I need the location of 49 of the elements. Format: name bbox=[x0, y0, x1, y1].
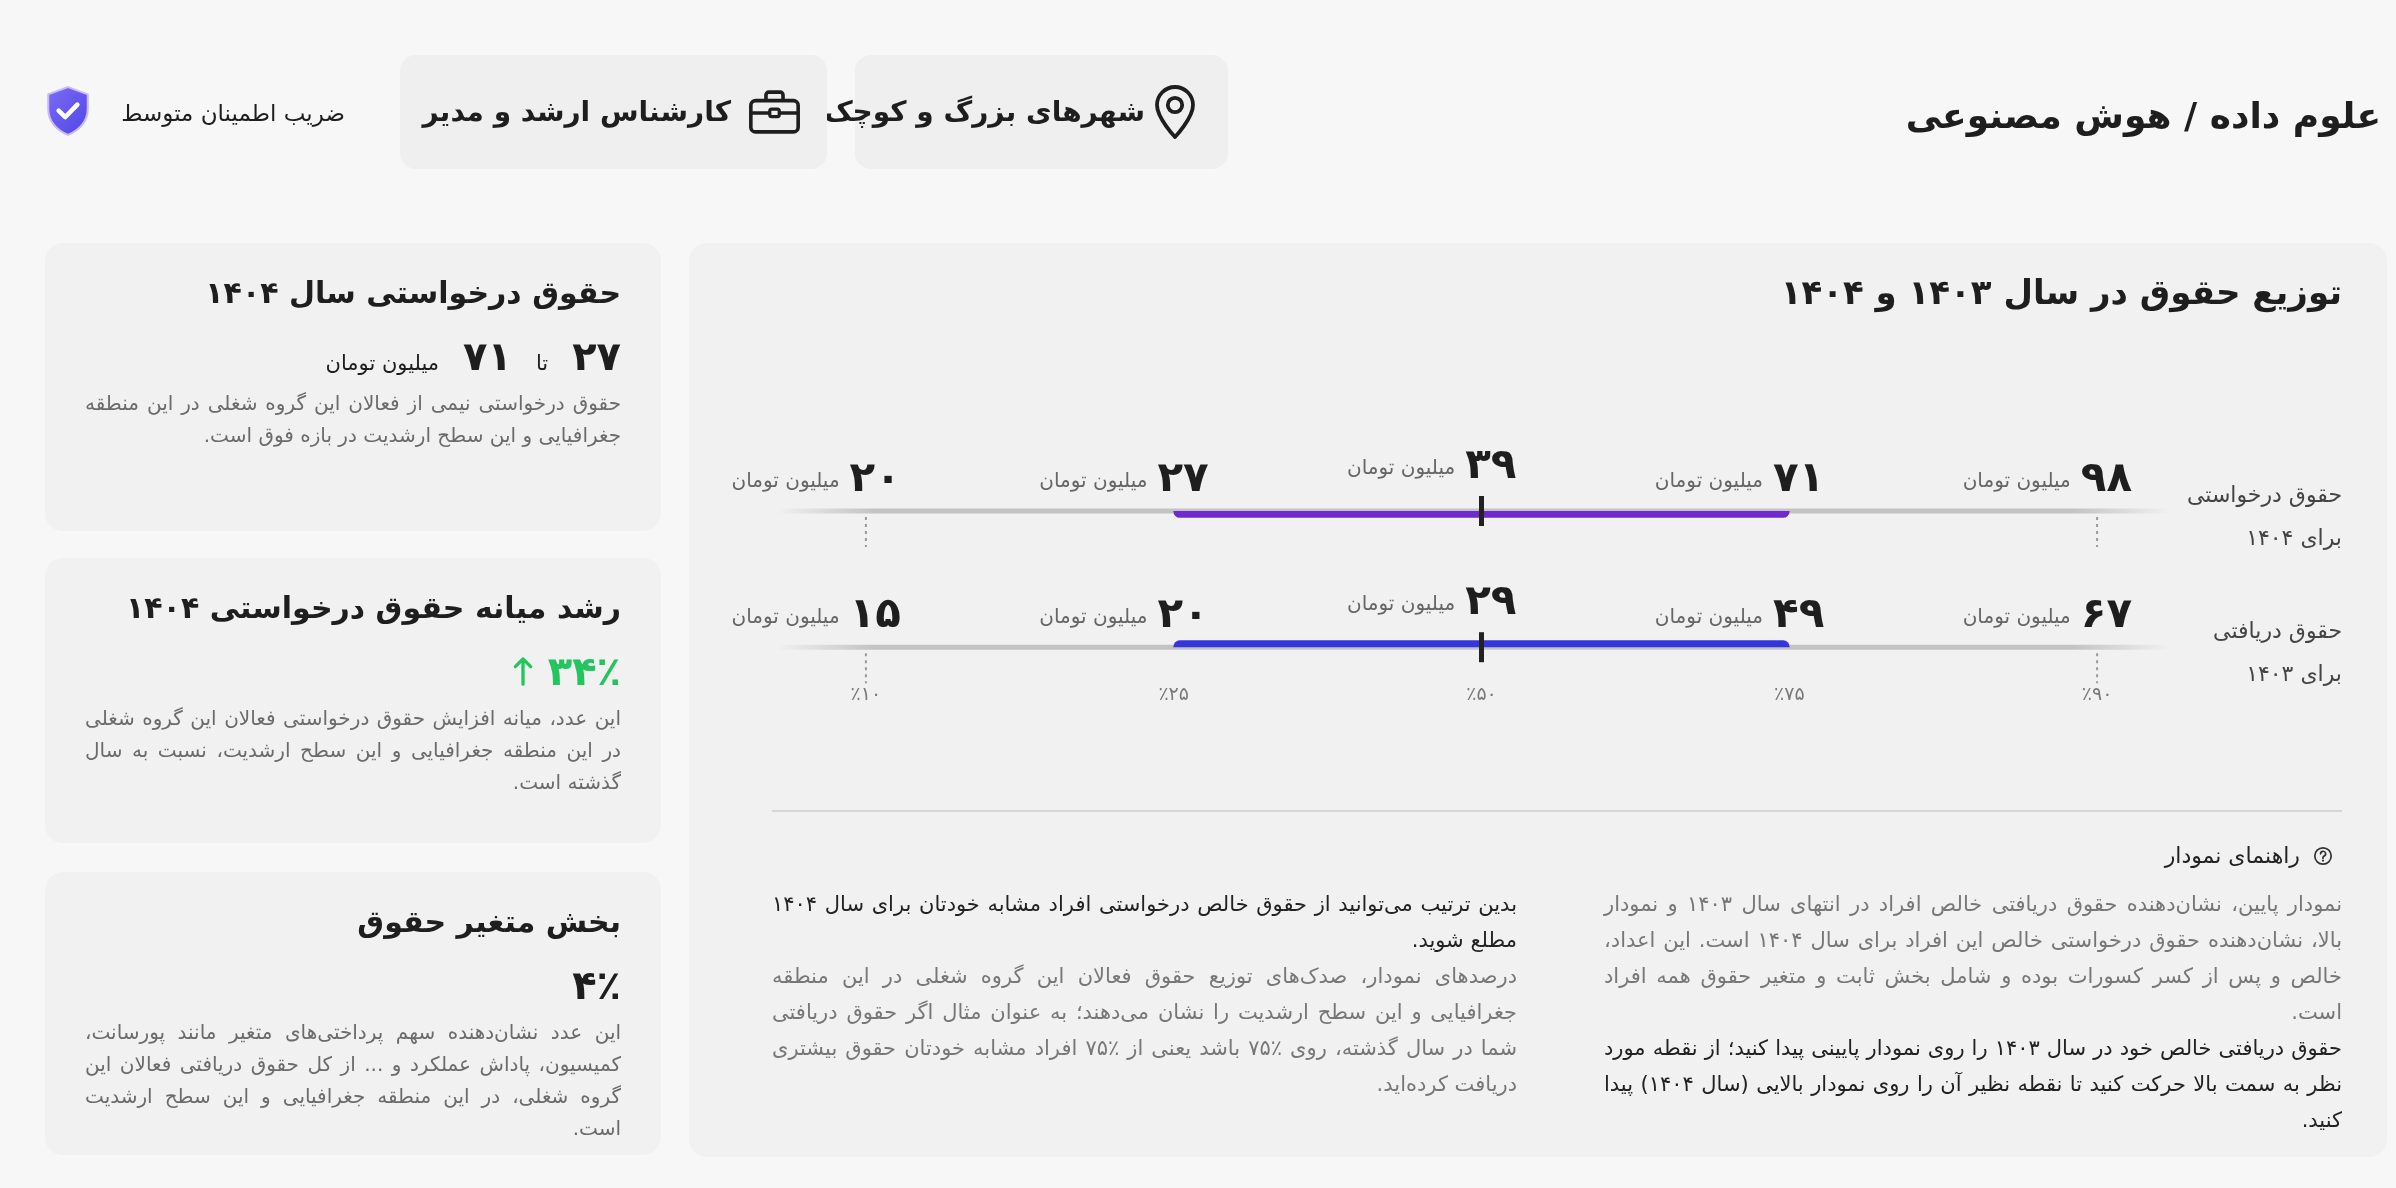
text: توزیع حقوق در سال ۱۴۰۳ و ۱۴۰۴ bbox=[1780, 271, 2342, 315]
text: تا bbox=[535, 350, 549, 377]
category-label: ٪۱۰ bbox=[850, 681, 882, 704]
category-label: ٪۲۵ bbox=[1158, 681, 1190, 704]
text: این عدد، میانه افزایش حقوق درخواستی فعالان این گروه شغلی در این منطقه جغرافیایی و این سطح ارشدیت، نسبت به سال گذشته است. bbox=[85, 705, 621, 796]
text: نمودار پایین، نشان‌دهنده حقوق دریافتی خالص افراد در انتهای سال ۱۴۰۳ و نمودار بالا، نشان‌دهنده حقوق درخواستی خالص این افراد برای سال ۱۴۰۴ است. این اعداد، خالص و پس از کسر کسورات بوده و شامل بخش ثابت و متغیر حقوق همه افراد است. bbox=[1604, 891, 2343, 1026]
text: میلیون تومان bbox=[1962, 468, 2071, 492]
text: رشد میانه حقوق درخواستی ۱۴۰۴ bbox=[126, 589, 621, 627]
data-label: ۶۷ bbox=[2080, 588, 2133, 638]
text: میلیون تومان bbox=[1347, 455, 1456, 479]
text: حقوق دریافتی خالص خود در سال ۱۴۰۳ را روی نمودار پایینی پیدا کنید؛ از نقطه مورد نظر به سمت بالا حرکت کنید تا نقطه نظیر آن را روی نمودار بالایی (سال ۱۴۰۴) پیدا کنید. bbox=[1604, 1035, 2342, 1134]
data-label: ۴۹ bbox=[1773, 588, 1825, 638]
text: میلیون تومان bbox=[1654, 468, 1764, 492]
text: کارشناس ارشد و مدیر bbox=[422, 95, 731, 128]
text: میلیون تومان bbox=[731, 604, 840, 629]
text: حقوق درخواستی برای ۱۴۰۴ bbox=[2186, 481, 2342, 550]
data-label: ۲۰ bbox=[1157, 588, 1209, 638]
text: میلیون تومان bbox=[731, 468, 840, 492]
text: ۴٪ bbox=[572, 961, 621, 1010]
data-label: ۹۸ bbox=[2080, 452, 2133, 501]
text: ضریب اطمینان متوسط bbox=[121, 100, 345, 126]
text: این عدد نشان‌دهنده سهم پرداختی‌های متغیر مانند پورسانت، کمیسیون، پاداش عملکرد و ... از کل حقوق دریافتی فعالان این گروه شغلی، در این منطقه جغرافیایی و این سطح ارشدیت است. bbox=[85, 1019, 621, 1142]
data-label: ۱۵ bbox=[849, 588, 901, 638]
text: میلیون تومان bbox=[1654, 604, 1764, 629]
data-label: ۷۱ bbox=[1773, 452, 1825, 501]
text: ۳۴٪ bbox=[547, 647, 621, 696]
data-label: ۲۹ bbox=[1465, 575, 1517, 625]
text: حقوق دریافتی برای ۱۴۰۳ bbox=[2213, 617, 2342, 686]
text: راهنمای نمودار bbox=[2164, 842, 2300, 870]
text: میلیون تومان bbox=[325, 350, 440, 377]
data-label: ۲۷ bbox=[1157, 452, 1210, 501]
text: ۷۱ bbox=[463, 332, 512, 381]
text: میلیون تومان bbox=[1039, 604, 1148, 629]
text: علوم داده / هوش مصنوعی bbox=[1905, 94, 2381, 139]
data-label: ۳۹ bbox=[1465, 439, 1517, 488]
text: بخش متغیر حقوق bbox=[357, 903, 621, 941]
text: ۲۷ bbox=[572, 332, 621, 381]
text: شهرهای بزرگ و کوچک bbox=[823, 95, 1145, 128]
text: بدین ترتیب می‌توانید از حقوق خالص درخواستی افراد مشابه خودتان برای سال ۱۴۰۴ مطلع شوید. bbox=[772, 891, 1517, 954]
text: میلیون تومان bbox=[1347, 591, 1456, 616]
text: حقوق درخواستی نیمی از فعالان این گروه شغلی در این منطقه جغرافیایی و این سطح ارشدیت در بازه فوق است. bbox=[85, 390, 621, 449]
category-label: ٪۹۰ bbox=[2081, 681, 2113, 704]
category-label: ٪۷۵ bbox=[1773, 681, 1805, 704]
text: حقوق درخواستی سال ۱۴۰۴ bbox=[205, 274, 621, 312]
text: میلیون تومان bbox=[1962, 604, 2071, 629]
text: میلیون تومان bbox=[1039, 468, 1148, 492]
category-label: ٪۵۰ bbox=[1466, 681, 1497, 704]
text: درصدهای نمودار، صدک‌های توزیع حقوق فعالان این گروه شغلی در این منطقه جغرافیایی و این سطح ارشدیت را نشان می‌دهند؛ به عنوان مثال اگر حقوق دریافتی شما در سال گذشته، روی ٪۷۵ باشد یعنی از ٪۷۵ افراد مشابه خودتان حقوق بیشتری دریافت کرده‌اید. bbox=[772, 963, 1517, 1098]
data-label: ۲۰ bbox=[849, 452, 901, 501]
